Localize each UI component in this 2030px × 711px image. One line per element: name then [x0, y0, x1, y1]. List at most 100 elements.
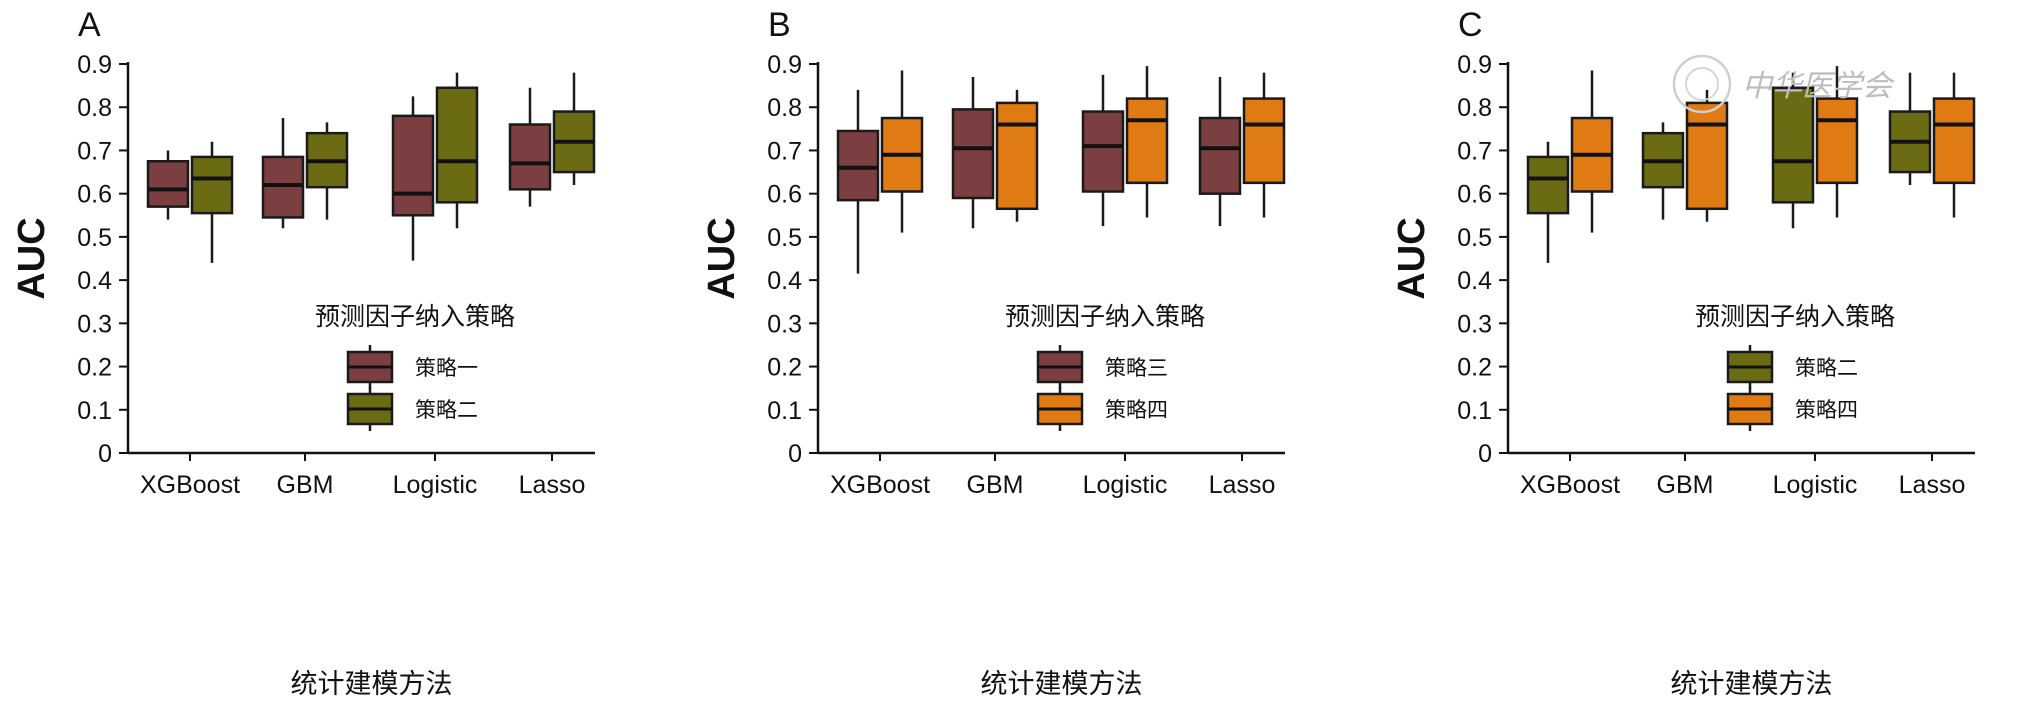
panel-b-chart: B 0 0.1 0.2 0.3 0.4 0.5 0.6 0.7 0.8 0.9 XGBoost GBM L…: [701, 6, 1286, 700]
y-tick-label: 0: [98, 440, 112, 468]
boxplot-lasso-1: [508, 87, 552, 207]
x-tick-label: Logistic: [1773, 471, 1858, 499]
y-tick-label: 0.3: [1457, 310, 1492, 338]
legend-item-2: 策略四: [1036, 387, 1168, 431]
y-tick-label: 0.5: [1457, 224, 1492, 252]
box-iqr: [508, 123, 552, 191]
boxplot-logistic-1: [1771, 72, 1815, 229]
x-axis-label: 统计建模方法: [1671, 669, 1833, 700]
y-tick-label: 0.7: [767, 137, 802, 165]
boxplot-logistic-1: [391, 96, 435, 261]
y-tick-label: 0.9: [767, 51, 802, 79]
box-iqr: [190, 155, 234, 215]
legend-label: 策略二: [415, 398, 478, 422]
legend-label: 策略三: [1105, 356, 1168, 380]
box-iqr: [1685, 101, 1729, 211]
box-iqr: [435, 86, 479, 204]
y-tick-label: 0.6: [767, 181, 802, 209]
x-tick-label: GBM: [1657, 471, 1714, 499]
y-tick-label: 0.2: [767, 354, 802, 382]
y-tick-label: 0.3: [77, 310, 112, 338]
y-tick-label: 0.4: [77, 267, 112, 295]
legend-title: 预测因子纳入策略: [1695, 302, 1895, 331]
legend-item-1: 策略三: [1036, 345, 1168, 389]
y-tick-label: 0.1: [767, 397, 802, 425]
boxplot-xgboost-2: [190, 141, 234, 263]
boxplot-logistic-2: [1125, 66, 1169, 218]
x-tick-label: Logistic: [393, 471, 478, 499]
y-axis-label: AUC: [701, 217, 743, 299]
y-tick-label: 0.9: [1457, 51, 1492, 79]
boxplot-lasso-1: [1198, 76, 1242, 227]
watermark-seal-inner-icon: [1685, 67, 1719, 101]
x-tick-label: GBM: [967, 471, 1024, 499]
panel-letter: A: [78, 6, 101, 44]
watermark-logo: 中华医学会: [1672, 54, 1895, 114]
y-tick-label: 0.8: [1457, 94, 1492, 122]
boxplot-gbm-1: [261, 118, 305, 229]
panel-letter: B: [768, 6, 791, 44]
boxplot-gbm-2: [305, 122, 349, 220]
boxplot-lasso-2: [552, 72, 596, 186]
panel-a-chart: A 0 0.1 0.2 0.3 0.4 0.5 0.6 0.7 0.8 0.9 XGBoost GBM L…: [11, 6, 596, 700]
boxplot-logistic-2: [435, 72, 479, 229]
y-axis-label: AUC: [11, 217, 53, 299]
y-tick-label: 0.7: [1457, 137, 1492, 165]
box-iqr: [951, 108, 995, 200]
boxplot-xgboost-1: [1526, 141, 1570, 263]
y-tick-label: 0.4: [1457, 267, 1492, 295]
y-tick-label: 0.5: [77, 224, 112, 252]
boxplot-xgboost-1: [146, 150, 190, 220]
legend-item-1: 策略二: [1726, 345, 1858, 389]
x-tick-label: XGBoost: [1520, 471, 1620, 499]
box-iqr: [1242, 97, 1286, 185]
box-iqr: [146, 160, 190, 208]
y-tick-label: 0: [1478, 440, 1492, 468]
boxplot-lasso-1: [1888, 72, 1932, 186]
x-tick-label: Logistic: [1083, 471, 1168, 499]
legend-item-2: 策略四: [1726, 387, 1858, 431]
y-tick-label: 0.7: [77, 137, 112, 165]
boxplot-xgboost-1: [836, 89, 880, 274]
x-tick-label: XGBoost: [830, 471, 930, 499]
legend-item-2: 策略二: [346, 387, 478, 431]
box-iqr: [261, 155, 305, 219]
watermark-text: 中华医学会: [1742, 69, 1895, 104]
y-tick-label: 0.5: [767, 224, 802, 252]
boxplot-gbm-1: [1641, 122, 1685, 220]
y-tick-label: 0.6: [77, 181, 112, 209]
x-tick-label: Lasso: [1899, 471, 1966, 499]
y-tick-label: 0.2: [77, 354, 112, 382]
boxplot-gbm-1: [951, 76, 995, 229]
x-tick-label: GBM: [277, 471, 334, 499]
legend-label: 策略四: [1105, 398, 1168, 422]
box-iqr: [1198, 116, 1242, 195]
box-iqr: [1815, 97, 1859, 185]
y-tick-label: 0.8: [767, 94, 802, 122]
panel-letter: C: [1458, 6, 1483, 44]
y-tick-label: 0.6: [1457, 181, 1492, 209]
box-iqr: [1771, 86, 1815, 204]
box-iqr: [1125, 97, 1169, 185]
y-tick-label: 0.1: [77, 397, 112, 425]
x-tick-label: Lasso: [1209, 471, 1276, 499]
y-tick-label: 0.3: [767, 310, 802, 338]
x-axis-label: 统计建模方法: [291, 669, 453, 700]
box-iqr: [836, 129, 880, 202]
y-tick-label: 0.9: [77, 51, 112, 79]
boxplot-xgboost-2: [880, 70, 924, 233]
y-axis-label: AUC: [1391, 217, 1433, 299]
watermark-seal-icon: [1672, 54, 1732, 114]
boxplot-gbm-2: [995, 89, 1039, 222]
legend-title: 预测因子纳入策略: [1005, 302, 1205, 331]
box-iqr: [995, 101, 1039, 211]
box-iqr: [1526, 155, 1570, 215]
boxplot-logistic-1: [1081, 74, 1125, 227]
x-axis-label: 统计建模方法: [981, 669, 1143, 700]
y-tick-label: 0.8: [77, 94, 112, 122]
y-tick-label: 0.4: [767, 267, 802, 295]
x-tick-label: XGBoost: [140, 471, 240, 499]
y-tick-label: 0: [788, 440, 802, 468]
box-iqr: [1081, 110, 1125, 193]
